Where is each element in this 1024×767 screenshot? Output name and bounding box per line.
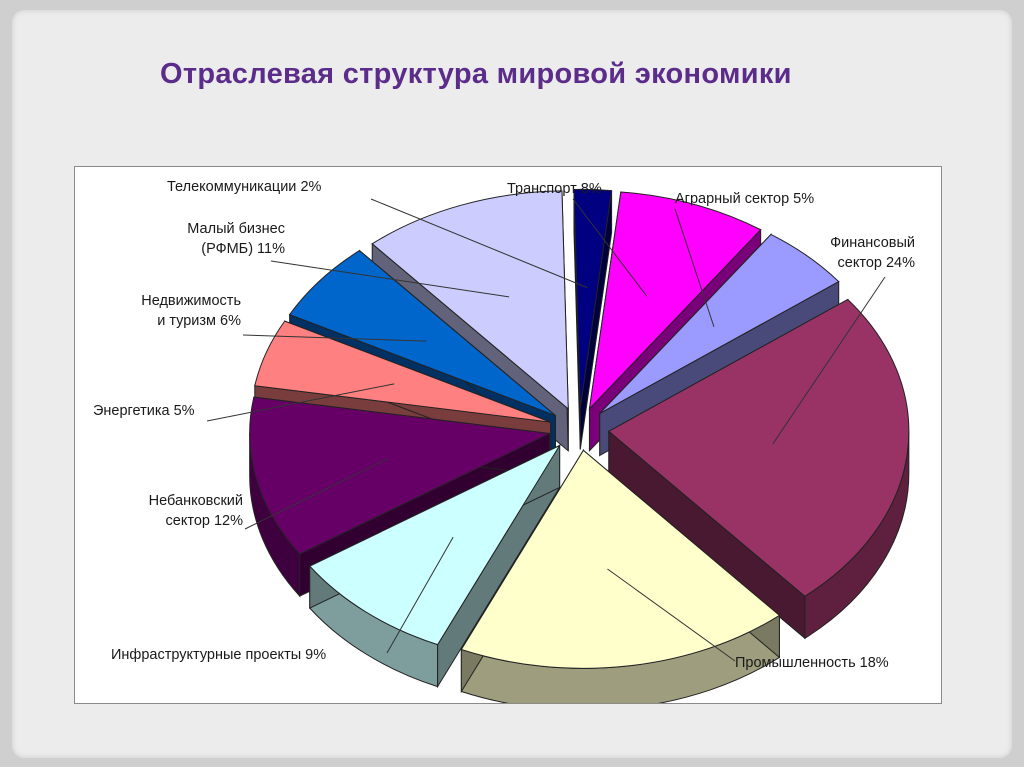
slice-label-небанковский-сектор-12: Небанковский сектор 12% bbox=[149, 493, 243, 529]
pie-slice-top bbox=[460, 449, 781, 669]
leader-line-инфраструктурные-проекты-9 bbox=[386, 536, 454, 654]
leader-line-недвижимость-и-туризм-6 bbox=[242, 334, 427, 342]
leader-line-аграрный-сектор-5 bbox=[674, 208, 715, 328]
leader-line-малый-бизнес-рфмб-11 bbox=[270, 260, 510, 298]
pie-slice-top bbox=[607, 298, 910, 597]
pie-slice-top bbox=[573, 188, 613, 408]
pie-slice-top bbox=[588, 191, 762, 411]
slice-label-транспорт-8: Транспорт 8% bbox=[507, 181, 602, 197]
slice-label-энергетика-5: Энергетика 5% bbox=[93, 403, 195, 419]
pie-slice-top bbox=[249, 396, 552, 555]
slices-layer bbox=[249, 188, 910, 703]
pie-slice-top bbox=[308, 444, 561, 646]
pie-slice-инфраструктурные-проекты-9 bbox=[308, 443, 561, 689]
pie-slice-финансовый-сектор-24 bbox=[607, 298, 910, 640]
slice-label-промышленность-18: Промышленность 18% bbox=[735, 655, 889, 671]
slice-label-телекоммуникации-2: Телекоммуникации 2% bbox=[167, 179, 322, 195]
pie-slice-промышленность-18 bbox=[460, 448, 781, 703]
leader-line-небанковский-сектор-12 bbox=[244, 457, 389, 530]
pie-slice-top bbox=[288, 249, 556, 417]
slice-label-недвижимость-и-туризм-6: Недвижимость и туризм 6% bbox=[141, 293, 241, 329]
leader-line-телекоммуникации-2 bbox=[370, 198, 588, 289]
pie-slice-top bbox=[371, 190, 569, 410]
slice-label-малый-бизнес-рфмб-11: Малый бизнес (РФМБ) 11% bbox=[187, 221, 285, 257]
chart-frame: Транспорт 8% Аграрный сектор 5% Финансовый… bbox=[74, 166, 942, 704]
leader-lines-layer bbox=[206, 198, 886, 662]
leader-line-финансовый-сектор-24 bbox=[772, 276, 886, 445]
labels-layer: Транспорт 8% Аграрный сектор 5% Финансовый… bbox=[93, 179, 915, 671]
leader-line-транспорт-8 bbox=[572, 198, 648, 297]
pie-slice-top bbox=[254, 320, 551, 423]
leader-line-промышленность-18 bbox=[607, 568, 736, 662]
slide-title: Отраслевая структура мировой экономики bbox=[160, 58, 792, 90]
slice-label-аграрный-сектор-5: Аграрный сектор 5% bbox=[675, 191, 814, 207]
slice-label-финансовый-сектор-24: Финансовый сектор 24% bbox=[830, 235, 915, 271]
leader-line-энергетика-5 bbox=[206, 383, 395, 422]
pie-chart: Транспорт 8% Аграрный сектор 5% Финансовый… bbox=[93, 179, 915, 703]
slice-label-инфраструктурные-проекты-9: Инфраструктурные проекты 9% bbox=[111, 647, 326, 663]
pie-slice-top bbox=[599, 233, 840, 414]
pie-slice-телекоммуникации-2 bbox=[573, 188, 613, 450]
